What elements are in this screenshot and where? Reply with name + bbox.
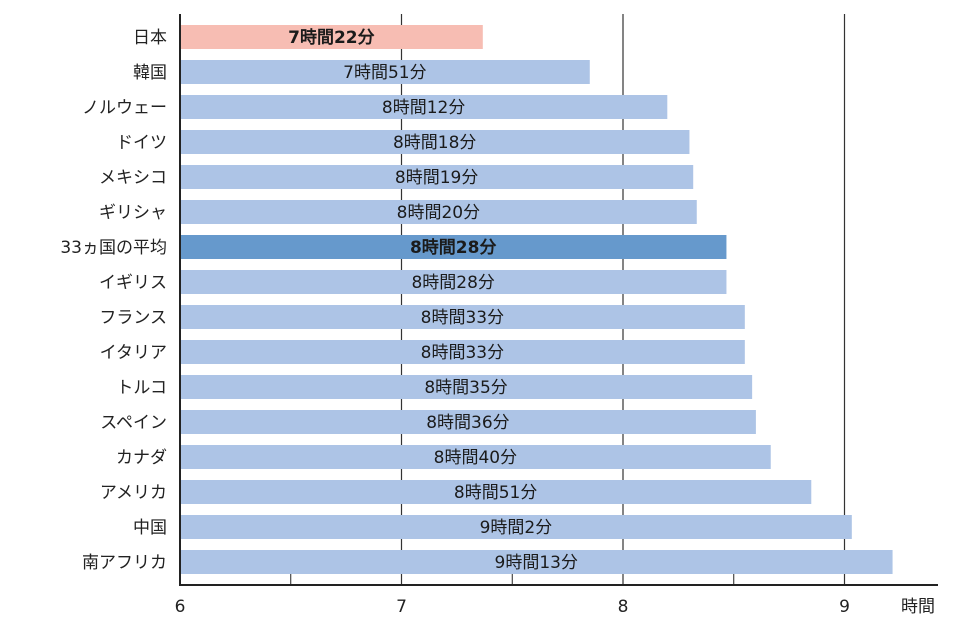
- bar: [181, 480, 812, 504]
- category-label: カナダ: [116, 448, 167, 468]
- category-label: 33ヵ国の平均: [60, 238, 167, 258]
- bar: [181, 515, 852, 539]
- data-label: 8時間28分: [410, 237, 497, 258]
- data-label: 8時間20分: [397, 203, 480, 223]
- bar: [181, 410, 756, 434]
- bar: [181, 235, 727, 259]
- data-label: 8時間18分: [393, 133, 476, 153]
- data-label: 8時間28分: [411, 273, 494, 293]
- x-tick-label: 9: [839, 597, 850, 617]
- category-label: イギリス: [99, 273, 167, 293]
- x-axis-title: 時間: [901, 597, 935, 617]
- category-label: 中国: [133, 518, 167, 538]
- data-label: 8時間19分: [395, 168, 478, 188]
- category-label: ギリシャ: [99, 203, 167, 223]
- category-label: 日本: [133, 28, 167, 48]
- bar: [181, 270, 727, 294]
- data-label: 9時間13分: [495, 553, 578, 573]
- data-label: 8時間40分: [434, 448, 517, 468]
- bar: [181, 200, 697, 224]
- category-label: トルコ: [116, 378, 167, 398]
- data-label: 8時間51分: [454, 483, 537, 503]
- data-label: 7時間22分: [288, 27, 375, 48]
- bar: [181, 375, 753, 399]
- bar: [181, 130, 690, 154]
- bar: [181, 95, 668, 119]
- category-label: ノルウェー: [82, 98, 167, 118]
- category-label: アメリカ: [100, 483, 167, 503]
- axes: [179, 14, 938, 586]
- x-tick-label: 6: [175, 597, 186, 617]
- category-label: メキシコ: [99, 168, 167, 188]
- data-label: 8時間35分: [424, 378, 507, 398]
- bars: [181, 25, 893, 574]
- data-label: 9時間2分: [480, 518, 553, 538]
- bar: [181, 550, 893, 574]
- data-label: 7時間51分: [343, 63, 426, 83]
- bar: [181, 165, 694, 189]
- bar: [181, 60, 590, 84]
- data-label: 8時間33分: [421, 308, 504, 328]
- category-label: スペイン: [100, 413, 167, 433]
- data-label: 8時間36分: [426, 413, 509, 433]
- category-label: フランス: [99, 308, 167, 328]
- data-label: 8時間33分: [421, 343, 504, 363]
- category-label: イタリア: [100, 343, 167, 363]
- x-tick-label: 8: [618, 597, 629, 617]
- bar: [181, 305, 745, 329]
- bar: [181, 340, 745, 364]
- category-label: 南アフリカ: [82, 553, 167, 573]
- bar: [181, 25, 483, 49]
- category-label: 韓国: [133, 63, 167, 83]
- category-label: ドイツ: [116, 133, 167, 153]
- bar: [181, 445, 771, 469]
- data-label: 8時間12分: [382, 98, 465, 118]
- x-tick-label: 7: [396, 597, 407, 617]
